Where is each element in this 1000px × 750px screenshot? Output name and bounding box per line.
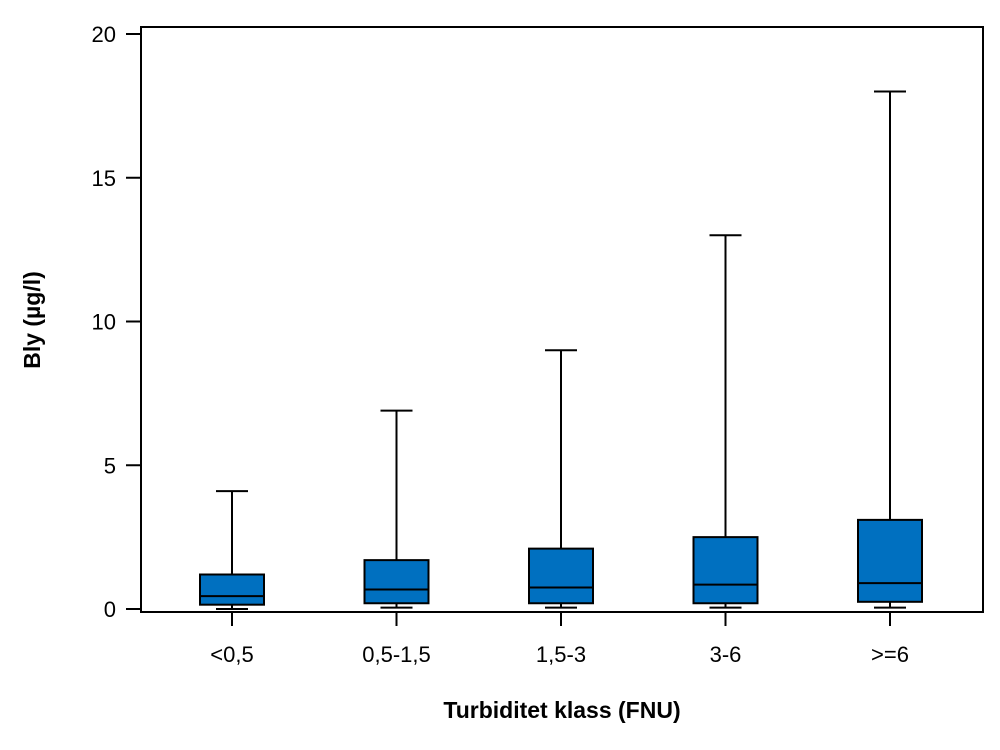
- iqr-box: [857, 518, 923, 603]
- iqr-box: [528, 547, 594, 605]
- box-group: [199, 490, 265, 610]
- y-tick-label: 0: [104, 597, 116, 622]
- box-group: [692, 234, 759, 609]
- x-tick-label: 0,5-1,5: [362, 642, 431, 667]
- iqr-box: [692, 536, 759, 605]
- box-group: [528, 349, 594, 609]
- iqr-box: [363, 559, 430, 605]
- y-axis-title: Bly (µg/l): [19, 271, 45, 369]
- box-group: [857, 90, 923, 609]
- iqr-box: [199, 573, 265, 606]
- boxes: [199, 90, 923, 610]
- x-axis-title: Turbiditet klass (FNU): [443, 697, 680, 723]
- x-tick-label: <0,5: [210, 642, 253, 667]
- y-tick-label: 5: [104, 453, 116, 478]
- box-group: [363, 409, 430, 609]
- x-axis: <0,5 0,5-1,5 1,5-3 3-6 >=6: [210, 612, 909, 667]
- y-tick-label: 10: [92, 310, 116, 335]
- x-tick-label: >=6: [871, 642, 909, 667]
- x-tick-label: 3-6: [710, 642, 742, 667]
- y-tick-label: 15: [92, 166, 116, 191]
- y-axis: 0 5 10 15 20: [92, 22, 141, 622]
- y-tick-label: 20: [92, 22, 116, 47]
- x-tick-label: 1,5-3: [536, 642, 586, 667]
